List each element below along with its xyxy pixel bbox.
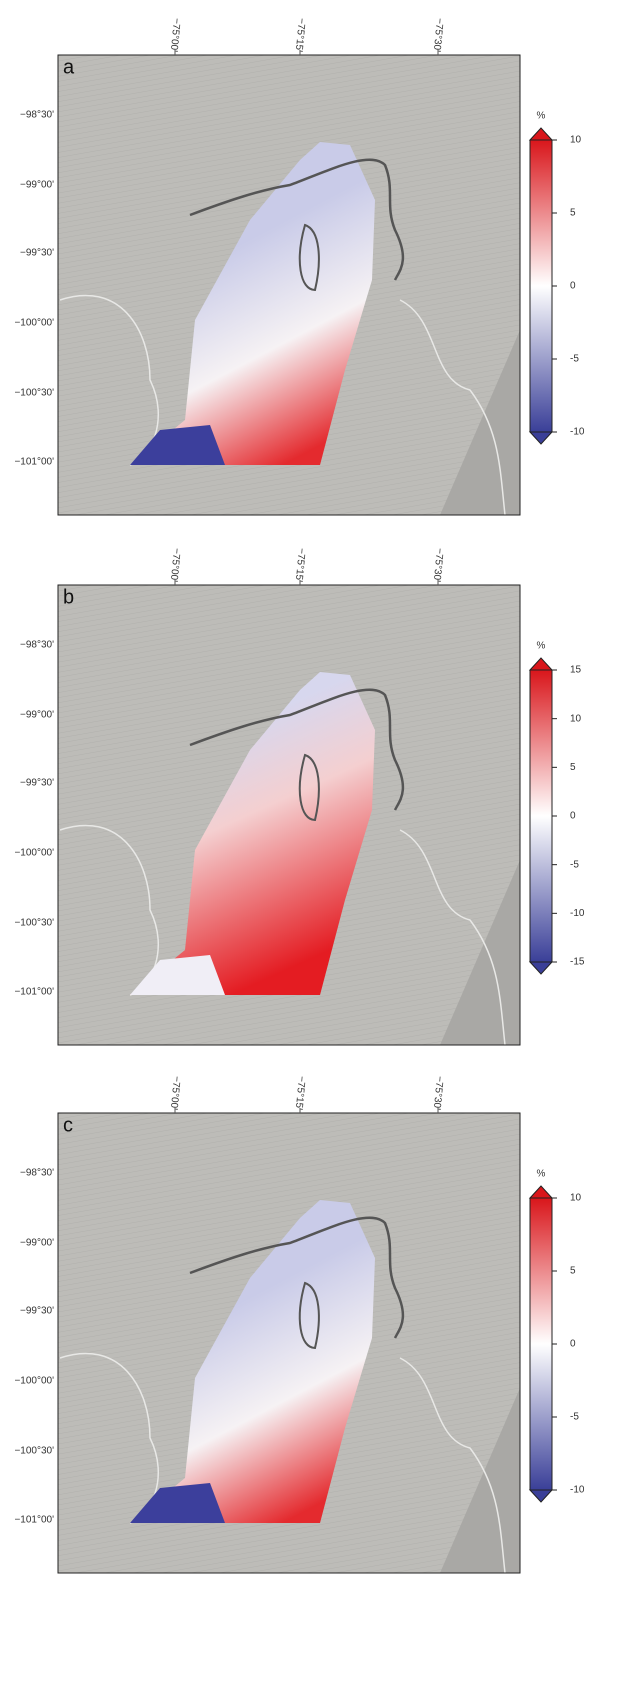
latitude-label: −98°30' xyxy=(20,110,54,121)
latitude-label: −100°30' xyxy=(14,388,54,399)
longitude-label: −75°15' xyxy=(293,548,307,583)
figure: a −75°00' −75°15' −75°30' −98°30' −99°00' −99°… xyxy=(0,0,624,1681)
latitude-label: −99°30' xyxy=(20,248,54,259)
colorbar-tick-label: 5 xyxy=(570,208,576,219)
latitude-label: −100°30' xyxy=(14,918,54,929)
colorbar-unit: % xyxy=(537,1169,546,1180)
colorbar-tick-label: 15 xyxy=(570,665,582,676)
colorbar-max-arrow xyxy=(530,658,552,670)
colorbar-min-arrow xyxy=(530,432,552,444)
longitude-label: −75°30' xyxy=(431,548,445,583)
colorbar xyxy=(530,1198,552,1490)
latitude-label: −99°00' xyxy=(20,1238,54,1249)
latitude-label: −101°00' xyxy=(14,1515,54,1526)
colorbar-tick-label: -10 xyxy=(570,1485,585,1496)
colorbar-min-arrow xyxy=(530,962,552,974)
latitude-label: −99°00' xyxy=(20,180,54,191)
longitude-label: −75°00' xyxy=(168,548,182,583)
longitude-label: −75°30' xyxy=(431,18,445,53)
latitude-label: −99°30' xyxy=(20,1306,54,1317)
colorbar-tick-label: 0 xyxy=(570,811,576,822)
colorbar-tick-label: -5 xyxy=(570,354,579,365)
colorbar-tick-label: -15 xyxy=(570,957,585,968)
colorbar-min-arrow xyxy=(530,1490,552,1502)
latitude-label: −100°00' xyxy=(14,318,54,329)
colorbar-tick-label: 10 xyxy=(570,1193,582,1204)
colorbar-tick-label: -5 xyxy=(570,859,579,870)
colorbar-tick-label: 10 xyxy=(570,713,582,724)
colorbar-tick-label: -5 xyxy=(570,1412,579,1423)
colorbar-tick-label: -10 xyxy=(570,908,585,919)
colorbar-tick-label: -10 xyxy=(570,427,585,438)
longitude-label: −75°15' xyxy=(293,18,307,53)
latitude-label: −101°00' xyxy=(14,457,54,468)
latitude-label: −100°00' xyxy=(14,848,54,859)
latitude-label: −99°00' xyxy=(20,710,54,721)
latitude-label: −101°00' xyxy=(14,987,54,998)
map-panel: c −75°00' −75°15' −75°30' −98°30' −99°00' −99°… xyxy=(14,1076,584,1573)
longitude-label: −75°00' xyxy=(168,18,182,53)
latitude-label: −100°30' xyxy=(14,1446,54,1457)
colorbar-max-arrow xyxy=(530,1186,552,1198)
colorbar-max-arrow xyxy=(530,128,552,140)
colorbar-tick-label: 0 xyxy=(570,281,576,292)
colorbar-tick-label: 5 xyxy=(570,762,576,773)
latitude-label: −100°00' xyxy=(14,1376,54,1387)
colorbar-tick-label: 5 xyxy=(570,1266,576,1277)
latitude-label: −99°30' xyxy=(20,778,54,789)
panel-label: b xyxy=(63,586,74,608)
panel-label: c xyxy=(63,1114,73,1136)
colorbar-unit: % xyxy=(537,641,546,652)
map-panel: a −75°00' −75°15' −75°30' −98°30' −99°00' −99°… xyxy=(14,18,584,515)
latitude-label: −98°30' xyxy=(20,640,54,651)
longitude-label: −75°15' xyxy=(293,1076,307,1111)
map-panel: b −75°00' −75°15' −75°30' −98°30' −99°00' −99°… xyxy=(14,548,584,1045)
colorbar-tick-label: 10 xyxy=(570,135,582,146)
panel-label: a xyxy=(63,56,75,78)
colorbar-tick-label: 0 xyxy=(570,1339,576,1350)
longitude-label: −75°00' xyxy=(168,1076,182,1111)
colorbar-unit: % xyxy=(537,111,546,122)
latitude-label: −98°30' xyxy=(20,1168,54,1179)
colorbar xyxy=(530,140,552,432)
colorbar xyxy=(530,670,552,962)
longitude-label: −75°30' xyxy=(431,1076,445,1111)
